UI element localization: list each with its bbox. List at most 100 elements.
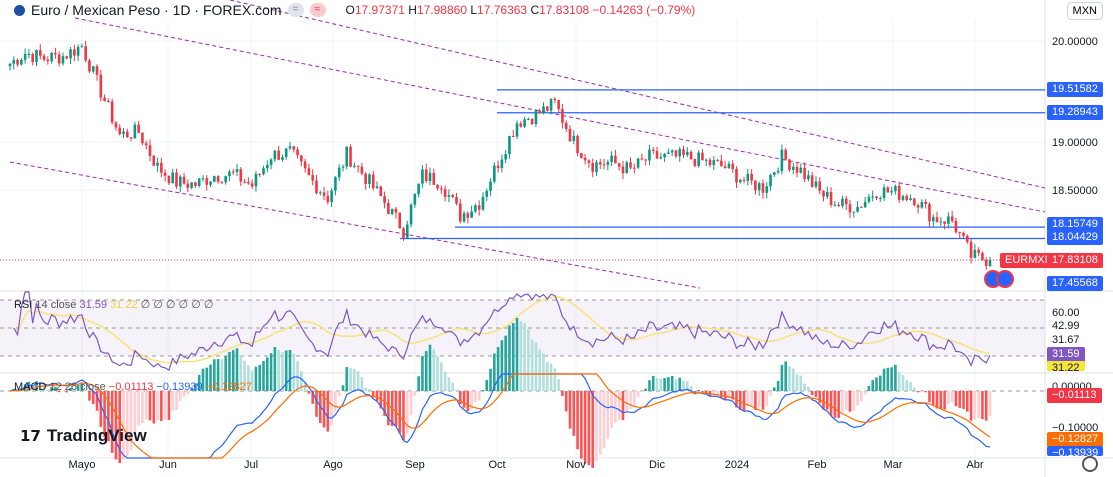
candle [920,201,924,208]
candle [197,178,201,187]
candle [300,155,303,162]
macd-histogram-bar [614,391,617,423]
macd-histogram-bar [905,379,909,391]
macd-histogram-bar [186,391,190,395]
macd-histogram-bar [542,353,545,391]
macd-histogram-bar [651,375,655,391]
macd-histogram-bar [515,317,519,391]
macd-histogram-bar [738,391,742,410]
candle [689,151,693,160]
candle [750,173,753,181]
macd-histogram-bar [890,367,893,391]
candle [54,52,57,55]
macd-histogram-bar [496,347,500,391]
macd-histogram-bar [527,328,530,391]
candle [424,169,428,182]
candle [848,204,852,213]
candle [228,171,231,177]
candle [606,161,610,165]
candle [493,165,496,182]
candle [765,186,769,193]
macd-histogram-bar [326,391,330,432]
candle [477,205,481,210]
macd-histogram-bar [894,364,897,391]
macd-histogram-bar [485,380,489,391]
tradingview-logo[interactable]: 𝟭𝟳 TradingView [20,426,147,445]
candle [118,127,122,135]
macd-histogram-bar [194,383,197,391]
candle [564,122,568,129]
candle [977,249,980,253]
macd-histogram-bar [428,344,432,391]
macd-histogram-bar [277,350,280,391]
macd-histogram-bar [288,350,292,391]
candle [950,216,954,221]
macd-histogram-bar [685,381,689,391]
macd-histogram-bar [311,391,315,404]
macd-histogram-bar [440,362,443,391]
candle [489,181,492,191]
candle [20,59,23,65]
macd-histogram-bar [462,391,466,408]
macd-histogram-bar [91,391,95,405]
events-icon[interactable] [984,270,1014,288]
macd-histogram-bar [655,378,659,391]
macd-histogram-bar [171,391,175,411]
time-tick: Ago [323,459,343,471]
macd-histogram-bar [156,391,159,421]
macd-histogram-bar [602,391,606,448]
candle [837,204,840,206]
candle [614,155,617,164]
candle [829,192,833,205]
macd-histogram-bar [886,367,890,391]
macd-histogram-bar [84,389,87,391]
candle [924,201,927,204]
macd-histogram-bar [262,360,265,391]
time-tick: Jun [159,459,177,471]
candle [409,204,413,225]
candle [243,181,246,183]
symbol-title[interactable]: Euro / Mexican Peso · 1D · FOREX.com [31,2,282,18]
candle [818,181,822,191]
level-label: 18.04429 [1047,230,1103,245]
macd-histogram-bar [432,349,436,391]
settings-gear-icon[interactable] [1082,456,1098,472]
macd-histogram-bar [353,368,356,391]
candle [810,175,814,187]
time-tick: Sep [405,459,425,471]
chart-type-icon[interactable]: ≈ [309,3,326,17]
candle [428,172,432,182]
candle [591,162,595,172]
macd-histogram-bar [557,379,560,391]
candle [303,161,307,169]
macd-histogram-bar [909,382,912,391]
macd-histogram-bar [928,391,931,403]
macd-histogram-bar [35,381,38,391]
macd-histogram-bar [568,391,572,429]
time-tick: 2024 [724,459,750,471]
candle [16,60,19,65]
candle [281,157,284,160]
macd-histogram-bar [564,391,568,412]
candle [746,173,750,181]
collapse-icon[interactable]: = [287,3,304,17]
macd-histogram-bar [746,391,750,407]
macd-histogram-bar [504,335,507,391]
macd-histogram-bar [80,382,84,391]
currency-button[interactable]: MXN [1066,2,1103,20]
symbol-label: EURMXN [1000,253,1058,268]
macd-histogram-bar [466,391,470,412]
candle [88,60,91,72]
macd-histogram-bar [421,355,424,391]
candle [122,131,125,135]
macd-histogram-bar [50,387,53,391]
macd-histogram-bar [667,377,670,391]
candle [720,160,723,167]
candle [780,149,784,171]
candle [349,146,352,167]
candle [549,98,553,111]
candle [57,54,61,64]
candle [163,172,167,176]
candle [655,150,659,159]
